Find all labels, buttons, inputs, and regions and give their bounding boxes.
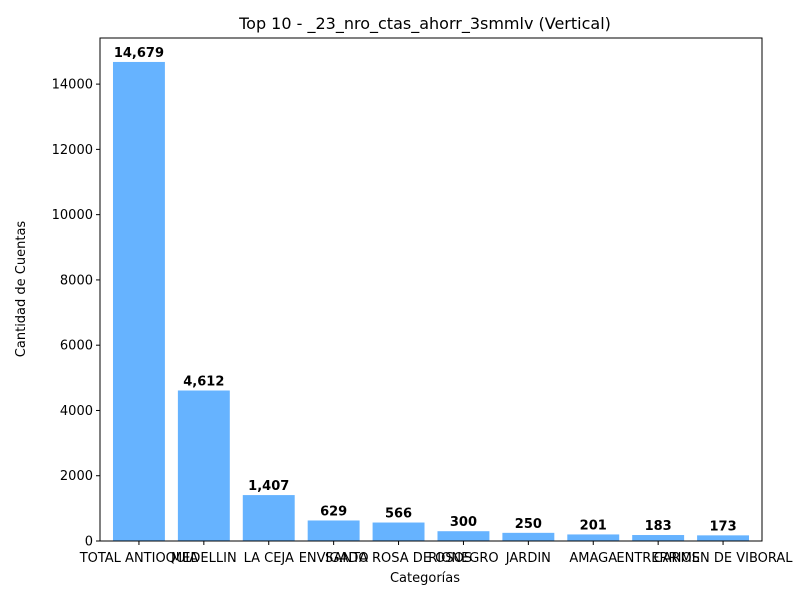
x-tick-label: MEDELLIN — [171, 551, 237, 566]
bar-value-label: 566 — [385, 507, 412, 522]
x-tick-label: ENTRERRIOS — [616, 551, 700, 566]
bar-value-label: 250 — [515, 517, 542, 532]
bar — [307, 520, 360, 541]
x-axis-label: Categorías — [390, 571, 460, 586]
x-tick-label: SANTA ROSA DE OSOS — [325, 551, 472, 566]
bar-value-label: 201 — [580, 518, 607, 533]
bar — [632, 535, 685, 541]
x-tick-label: RIONEGRO — [428, 551, 498, 566]
y-tick-label: 12000 — [52, 143, 93, 158]
y-axis-label: Cantidad de Cuentas — [14, 221, 29, 358]
bar — [697, 535, 750, 541]
y-tick-label: 2000 — [60, 469, 93, 484]
bar — [502, 532, 555, 541]
bar — [242, 495, 295, 541]
bar-value-label: 300 — [450, 515, 477, 530]
bar-value-label: 4,612 — [183, 374, 224, 389]
bar-value-label: 183 — [645, 519, 672, 534]
bar — [112, 61, 165, 542]
x-tick-label: JARDIN — [505, 551, 551, 566]
y-tick-label: 6000 — [60, 339, 93, 354]
bar — [567, 534, 620, 541]
y-tick-label: 0 — [85, 535, 93, 550]
x-tick-label: ENVIGADO — [299, 551, 369, 566]
plot-area: 14,679 4,612 1,407 629 566 300 250 201 183 173 0 20… — [52, 37, 794, 566]
y-tick-label: 14000 — [52, 78, 93, 93]
y-tick-label: 8000 — [60, 273, 93, 288]
bar-value-label: 173 — [709, 519, 736, 534]
x-tick-label: LA CEJA — [244, 551, 294, 566]
bar — [372, 522, 425, 541]
x-tick-label: AMAGA — [569, 551, 617, 566]
y-tick-label: 10000 — [52, 208, 93, 223]
bar-value-label: 629 — [320, 504, 347, 519]
bar-value-label: 14,679 — [114, 46, 164, 61]
bar — [437, 531, 490, 541]
bar-value-label: 1,407 — [248, 479, 289, 494]
chart-title: Top 10 - _23_nro_ctas_ahorr_3smmlv (Vert… — [238, 14, 611, 34]
x-tick-label: TOTAL ANTIOQUIA — [79, 551, 199, 566]
y-tick-label: 4000 — [60, 404, 93, 419]
x-tick-label: CARMEN DE VIBORAL — [654, 551, 794, 566]
bar — [177, 390, 230, 541]
plot-frame — [99, 37, 763, 542]
